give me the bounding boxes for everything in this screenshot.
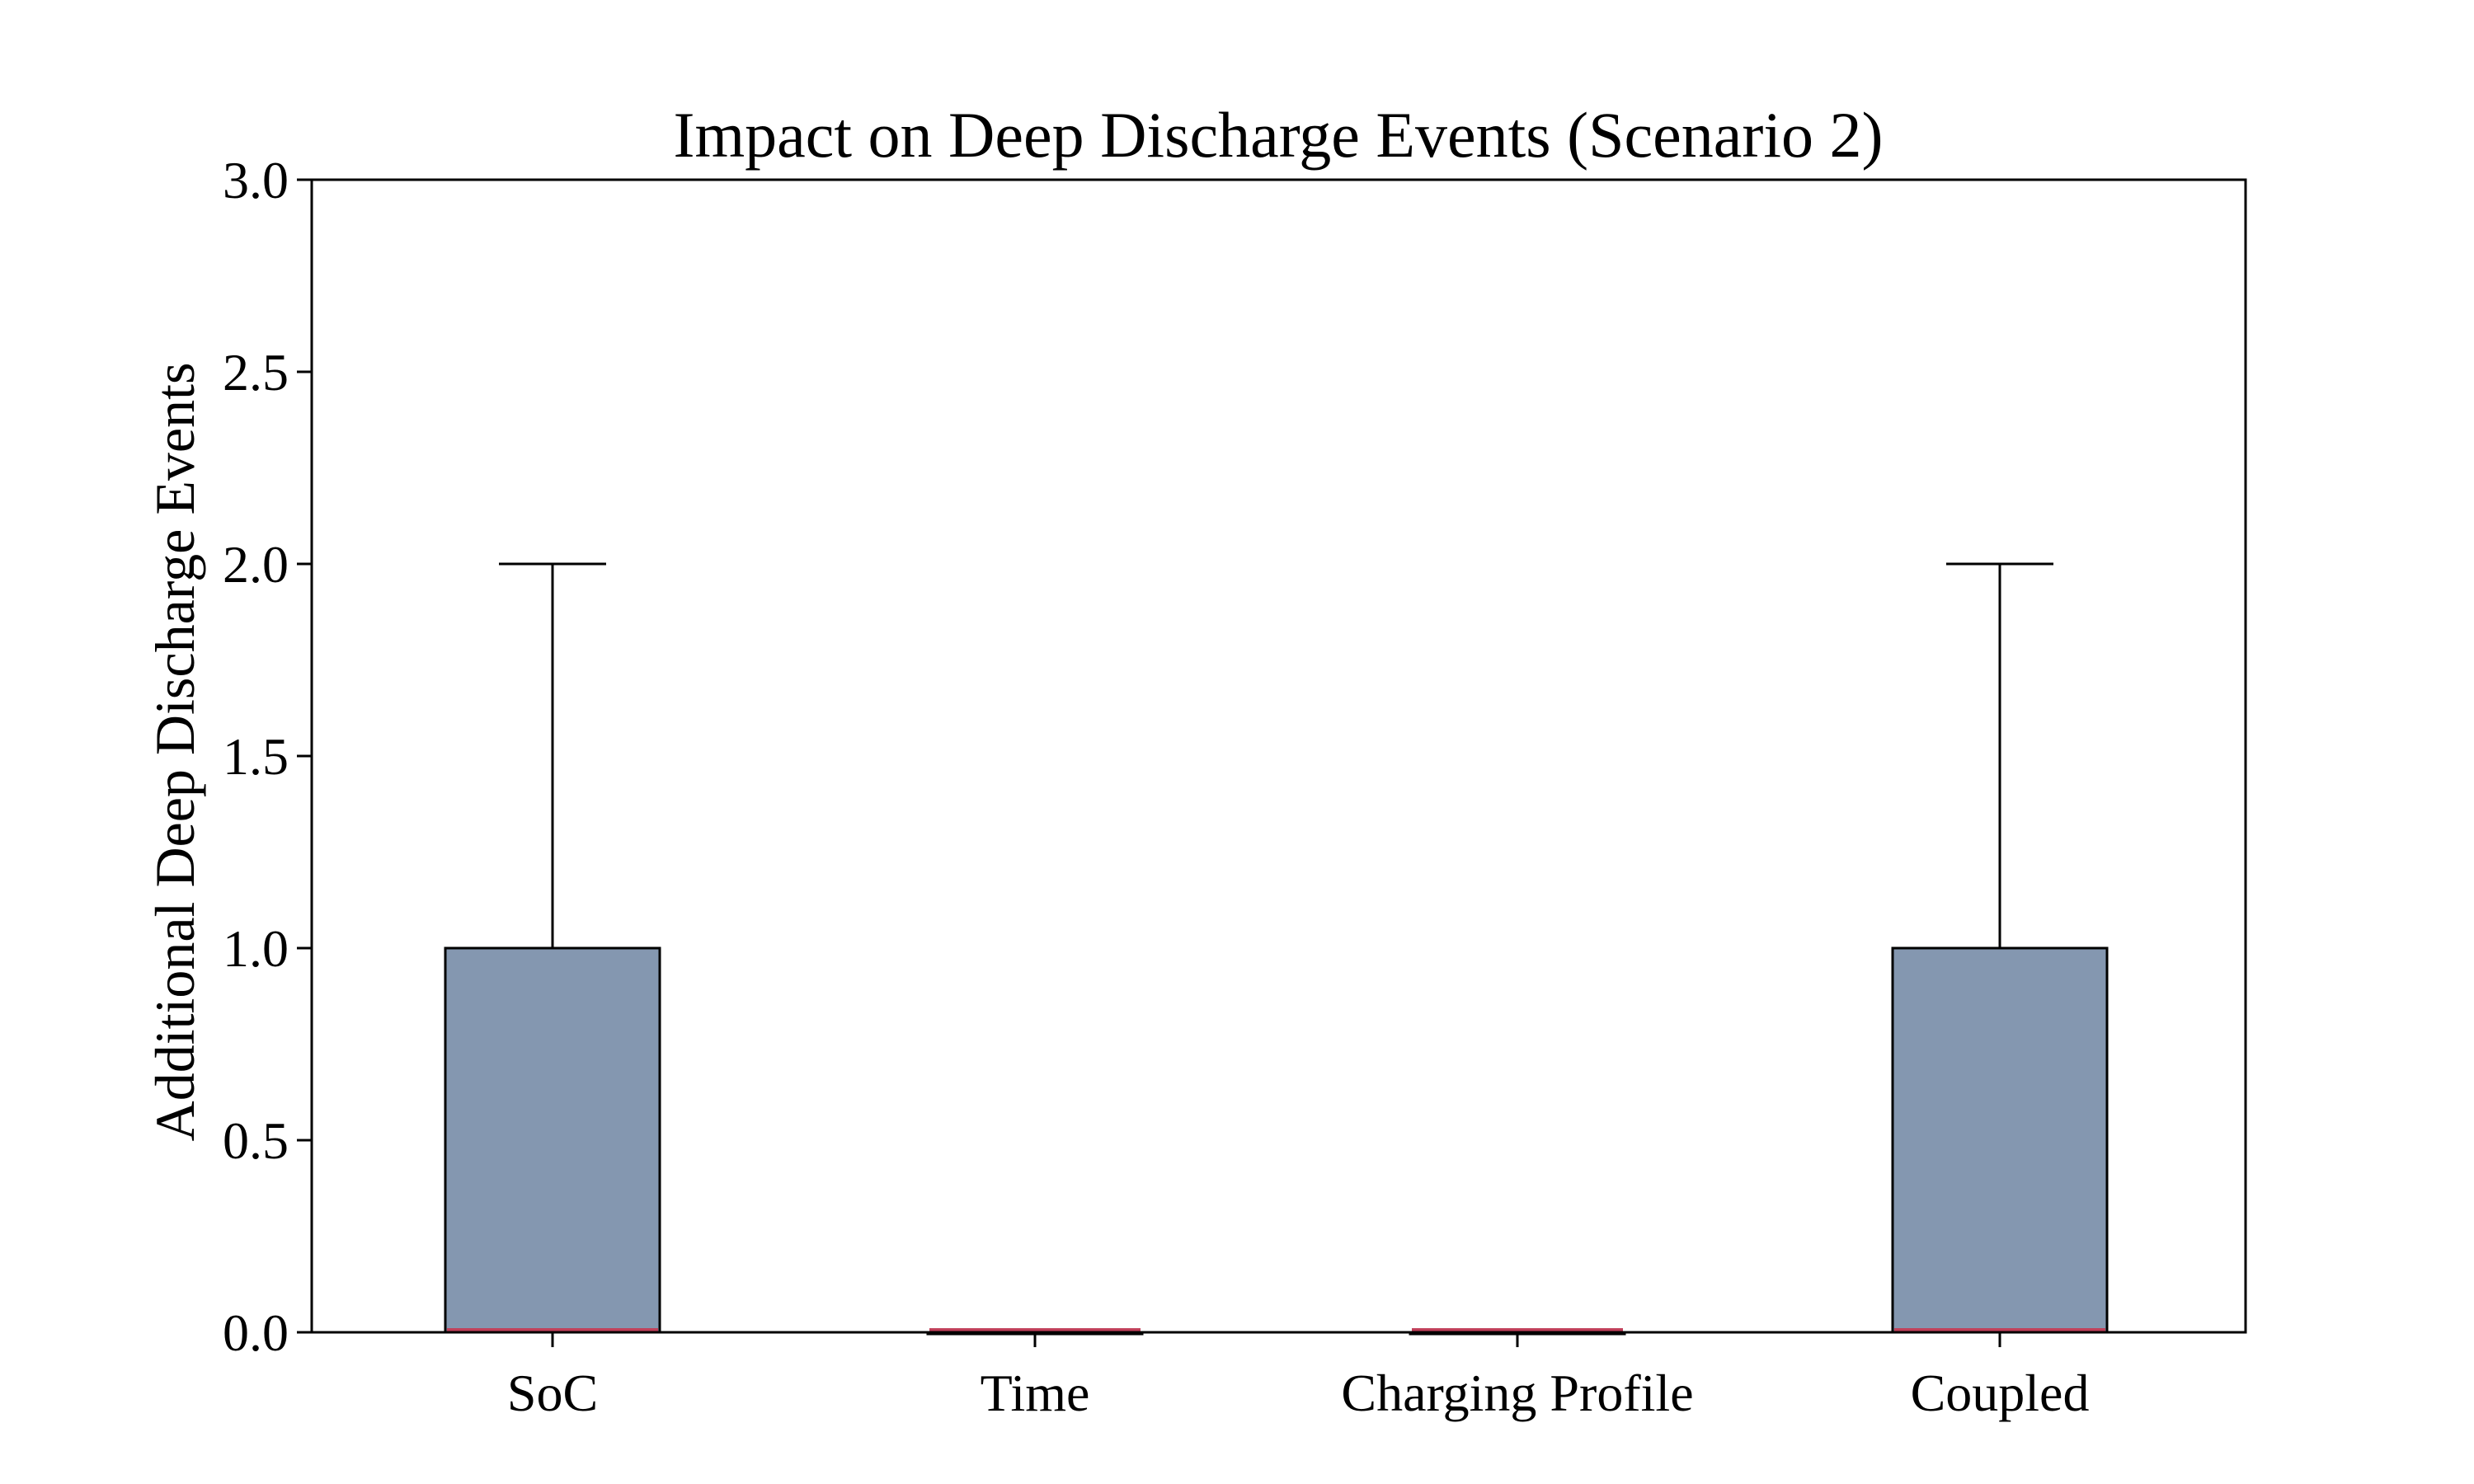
box-plot-boxes: [444, 562, 2109, 1336]
y-axis-ticks: 0.0 0.5 1.0 1.5 2.0 2.5 3.0: [223, 151, 312, 1362]
y-tick-label: 1.5: [223, 727, 289, 786]
box-body: [444, 946, 661, 1334]
x-tick-label: Coupled: [1911, 1364, 2090, 1422]
y-tick-label: 2.5: [223, 343, 289, 402]
y-tick-label: 0.0: [223, 1303, 289, 1362]
y-axis-label: Additional Deep Discharge Events: [143, 363, 206, 1142]
y-tick-label: 2.0: [223, 535, 289, 594]
y-tick-label: 3.0: [223, 151, 289, 209]
x-tick-label: SoC: [507, 1364, 598, 1422]
y-tick-label: 1.0: [223, 919, 289, 978]
chart-title: Impact on Deep Discharge Events (Scenari…: [673, 99, 1883, 171]
plot-frame: [310, 178, 2247, 1334]
box-coupled: [1891, 562, 2109, 1334]
x-tick-label: Charging Profile: [1341, 1364, 1693, 1422]
box-body: [1891, 946, 2109, 1334]
x-tick-label: Time: [981, 1364, 1090, 1422]
x-axis-ticks: SoC Time Charging Profile Coupled: [507, 1332, 2090, 1422]
box-soc: [444, 562, 661, 1334]
y-tick-label: 0.5: [223, 1111, 289, 1170]
